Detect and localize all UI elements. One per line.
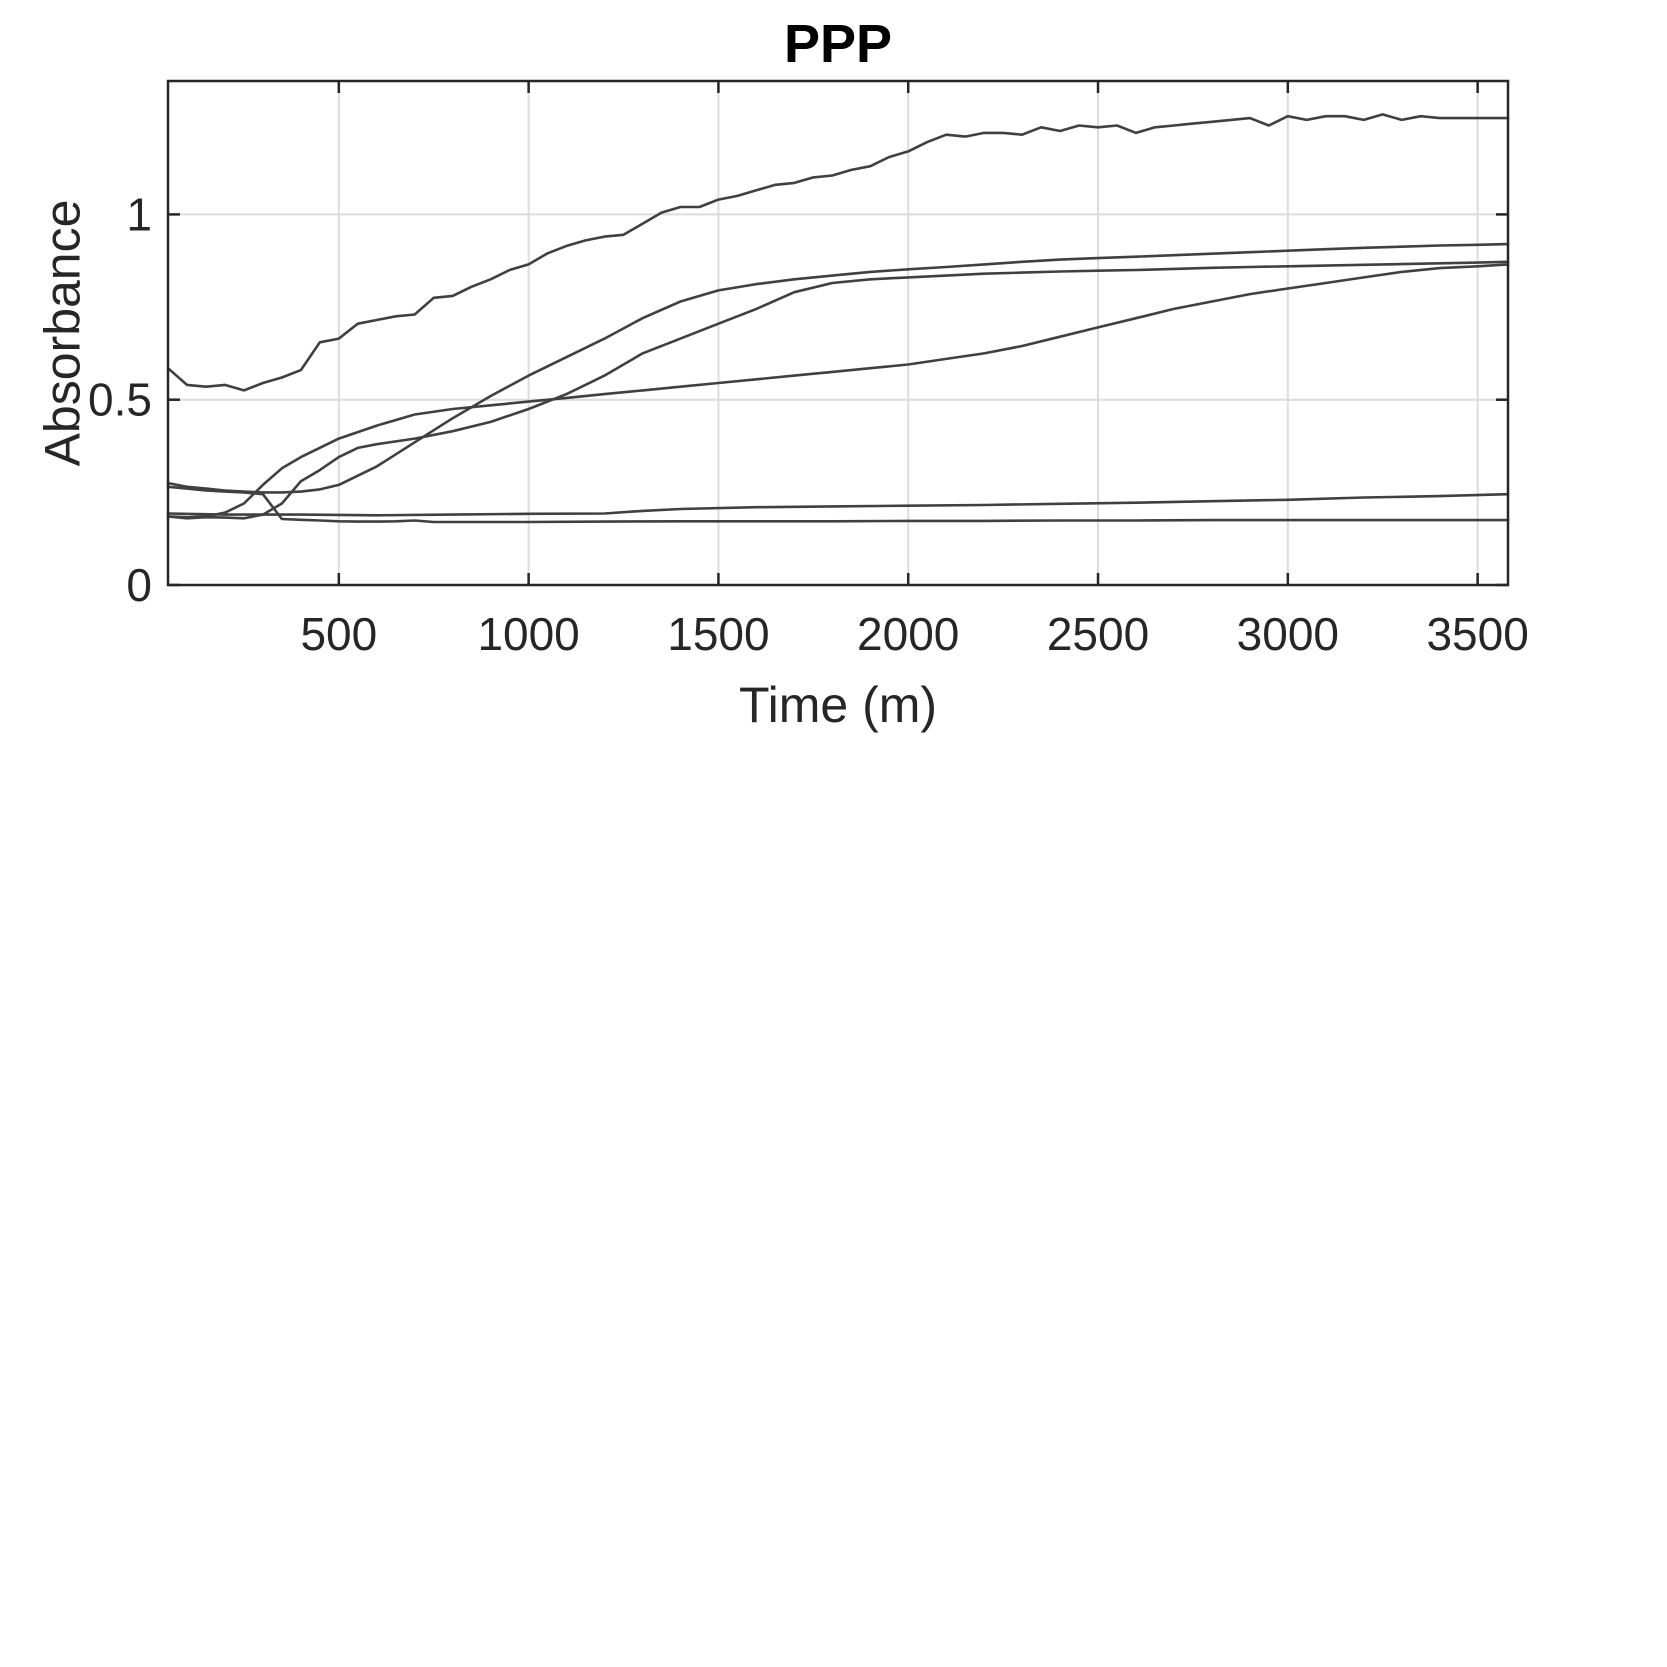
x-tick-label: 3500 xyxy=(1426,608,1528,660)
chart-title: PPP xyxy=(784,14,892,74)
grid xyxy=(168,81,1508,585)
x-tick-label: 2000 xyxy=(857,608,959,660)
x-tick-label: 1000 xyxy=(477,608,579,660)
x-tick-label: 3000 xyxy=(1237,608,1339,660)
series-lines xyxy=(166,113,1510,524)
series-line-1 xyxy=(166,113,1510,392)
series-line-5 xyxy=(166,485,1510,524)
plot-area-box xyxy=(166,79,1510,587)
x-tick-labels: 500 1000 1500 2000 2500 3000 3500 xyxy=(300,608,1528,660)
x-axis-label: Time (m) xyxy=(739,677,937,733)
series-line-6 xyxy=(166,492,1510,517)
y-tick-labels: 00.51 xyxy=(88,188,152,611)
series-line-3 xyxy=(166,260,1510,520)
x-tick-label: 500 xyxy=(300,608,377,660)
series-line-4 xyxy=(166,242,1510,494)
tick-marks xyxy=(168,81,1508,587)
x-tick-label: 1500 xyxy=(667,608,769,660)
x-tick-label: 2500 xyxy=(1047,608,1149,660)
y-tick-label: 0 xyxy=(126,559,152,611)
y-axis-label: Absorbance xyxy=(35,200,91,467)
y-tick-label: 1 xyxy=(126,188,152,240)
series-line-2 xyxy=(166,263,1510,519)
y-tick-label: 0.5 xyxy=(88,374,152,426)
